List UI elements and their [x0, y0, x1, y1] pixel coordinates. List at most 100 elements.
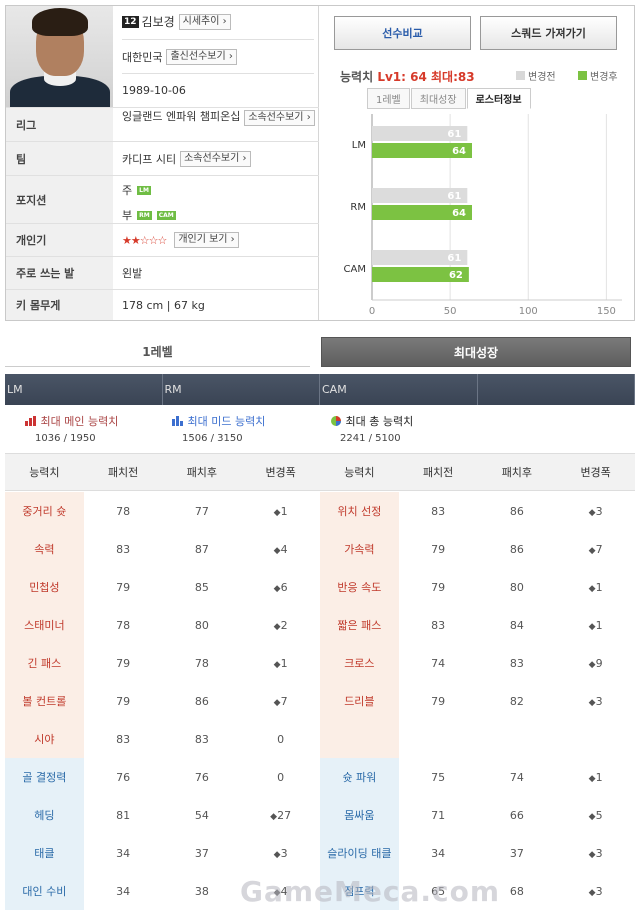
stat-after: 77 [194, 504, 209, 518]
arrow-up-icon: ◆ [588, 507, 596, 518]
bar [372, 205, 472, 220]
stat-delta: ◆2 [273, 618, 288, 632]
table-row: 태클 34 37 ◆3 슬라이딩 태클 34 37 ◆3 [5, 834, 635, 872]
stat-delta: ◆4 [273, 884, 288, 898]
table-row: 대인 수비 34 38 ◆4 점프력 65 68 ◆3 [5, 872, 635, 910]
ability-panel: 선수비교 스쿼드 가져가기 능력치 Lv1: 64 최대:83 변경전 변경후 … [320, 6, 634, 320]
x-tick-label: 150 [597, 306, 616, 317]
arrow-up-icon: ◆ [273, 887, 281, 898]
table-row: 긴 패스 79 78 ◆1 크로스 74 83 ◆9 [5, 644, 635, 682]
stat-name: 대인 수비 [5, 872, 84, 910]
price-trend-button[interactable]: 시세추이 › [178, 13, 231, 30]
arrow-down-icon: ◆ [588, 811, 596, 822]
table-row: 볼 컨트롤 79 86 ◆7 드리블 79 82 ◆3 [5, 682, 635, 720]
stat-name: 볼 컨트롤 [5, 682, 84, 720]
main-position-badge: LM [137, 185, 151, 195]
total-ability-value: 2241 / 5100 [340, 433, 401, 444]
col-header: 패치후 [501, 466, 533, 479]
bar-value-label: 62 [449, 270, 463, 281]
bar [372, 126, 468, 141]
tab-level1[interactable]: 1레벨 [367, 88, 410, 109]
league-players-button[interactable]: 소속선수보기 › [244, 110, 315, 126]
bar [372, 188, 468, 203]
stat-before: 65 [431, 884, 446, 898]
stat-name [320, 720, 399, 758]
country-players-button[interactable]: 출신선수보기 › [166, 48, 237, 65]
stat-table-header: 능력치 패치전 패치후 변경폭 능력치 패치전 패치후 변경폭 [5, 453, 635, 491]
compare-button[interactable]: 선수비교 [334, 16, 471, 50]
arrow-up-icon: ◆ [273, 697, 281, 708]
stat-name: 짧은 패스 [320, 606, 399, 644]
stat-before: 79 [431, 542, 446, 556]
stat-name: 슛 파워 [320, 758, 399, 796]
table-row: 헤딩 81 54 ◆27 몸싸움 71 66 ◆5 [5, 796, 635, 834]
position-label: 포지션 [6, 176, 113, 223]
season-badge: 12 [122, 15, 139, 28]
stat-delta: ◆1 [588, 618, 603, 632]
stat-after: 83 [194, 732, 209, 746]
position-row: 포지션 주 LM 부 RM CAM [6, 175, 319, 223]
col-header: 패치전 [107, 466, 139, 479]
arrow-up-icon: ◆ [273, 621, 281, 632]
arrow-up-icon: ◆ [588, 545, 596, 556]
category-label: LM [352, 140, 366, 151]
stat-after: 37 [194, 846, 209, 860]
bar-chart-icon [25, 416, 36, 426]
arrow-down-icon: ◆ [273, 659, 281, 670]
stat-delta: ◆1 [273, 504, 288, 518]
tab-roster-info[interactable]: 로스터정보 [466, 88, 531, 109]
stat-after: 37 [509, 846, 524, 860]
pie-chart-icon [331, 416, 341, 426]
arrow-up-icon: ◆ [273, 583, 281, 594]
total-ability-summary: 최대 총 능력치 2241 / 5100 [315, 407, 515, 453]
stat-before: 79 [431, 580, 446, 594]
stat-after: 66 [509, 808, 524, 822]
stat-delta: ◆1 [588, 580, 603, 594]
main-position-prefix: 주 [122, 184, 133, 197]
stat-before: 75 [431, 770, 446, 784]
bar-value-label: 61 [447, 253, 461, 264]
stat-after: 78 [194, 656, 209, 670]
skill-view-button[interactable]: 개인기 보기 › [174, 232, 239, 248]
team-label: 팀 [6, 142, 113, 175]
stat-delta: ◆3 [588, 846, 603, 860]
stat-after: 83 [509, 656, 524, 670]
stat-delta: ◆9 [588, 656, 603, 670]
stat-before: 83 [431, 618, 446, 632]
stat-after: 85 [194, 580, 209, 594]
player-card: 12 김보경 시세추이 › 대한민국 출신선수보기 › 1989-10-06 리… [5, 5, 635, 321]
tab-max-growth[interactable]: 최대성장 [410, 88, 466, 109]
arrow-up-icon: ◆ [273, 545, 281, 556]
league-label: 리그 [6, 108, 113, 141]
team-players-button[interactable]: 소속선수보기 › [180, 150, 251, 167]
table-row: 속력 83 87 ◆4 가속력 79 86 ◆7 [5, 530, 635, 568]
skill-label: 개인기 [6, 224, 113, 256]
bar [372, 267, 469, 282]
stat-name: 골 결정력 [5, 758, 84, 796]
skill-row: 개인기 ★★☆☆☆ 개인기 보기 › [6, 223, 319, 256]
bar [372, 250, 468, 265]
stat-after: 74 [509, 770, 524, 784]
stat-name: 헤딩 [5, 796, 84, 834]
stat-before: 79 [116, 656, 131, 670]
tab-max-growth-lower[interactable]: 최대성장 [321, 337, 631, 367]
league-value: 잉글랜드 엔파워 챔피온십 [122, 110, 241, 123]
arrow-up-icon: ◆ [588, 659, 596, 670]
stat-before: 79 [116, 580, 131, 594]
tab-level1-lower[interactable]: 1레벨 [5, 337, 310, 367]
bar-value-label: 64 [452, 146, 466, 157]
stat-delta: ◆1 [588, 770, 603, 784]
birth-value: 1989-10-06 [122, 84, 186, 97]
skill-stars: ★★☆☆☆ [122, 233, 167, 247]
mid-ability-summary: 최대 미드 능력치 1506 / 3150 [160, 407, 315, 453]
stat-delta: ◆7 [273, 694, 288, 708]
stat-delta: ◆3 [588, 504, 603, 518]
stat-name: 속력 [5, 530, 84, 568]
squad-button[interactable]: 스쿼드 가져가기 [480, 16, 617, 50]
stat-delta [556, 720, 635, 758]
arrow-up-icon: ◆ [588, 697, 596, 708]
foot-label: 주로 쓰는 발 [6, 257, 113, 289]
stat-name: 크로스 [320, 644, 399, 682]
stat-after: 76 [194, 770, 209, 784]
arrow-down-icon: ◆ [270, 811, 278, 822]
